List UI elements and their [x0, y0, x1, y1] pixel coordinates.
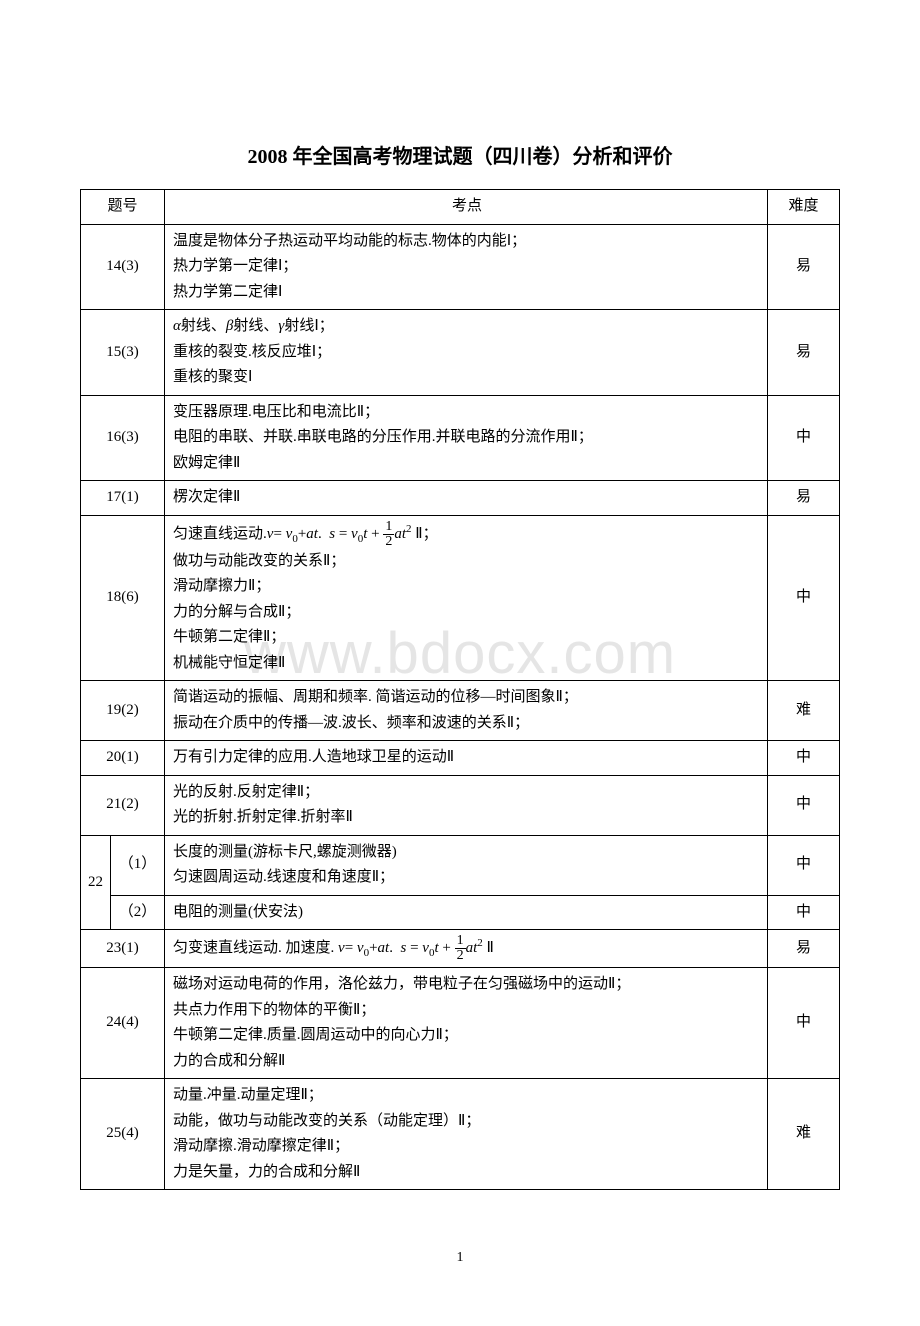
- cell-points: 楞次定律Ⅱ: [165, 481, 768, 516]
- cell-difficulty: 中: [768, 835, 840, 895]
- header-qnum: 题号: [81, 190, 165, 225]
- cell-difficulty: 中: [768, 515, 840, 681]
- cell-points: 动量.冲量.动量定理Ⅱ；动能，做功与动能改变的关系（动能定理）Ⅱ；滑动摩擦.滑动…: [165, 1079, 768, 1190]
- cell-difficulty: 难: [768, 681, 840, 741]
- cell-points: 简谐运动的振幅、周期和频率. 简谐运动的位移—时间图象Ⅱ；振动在介质中的传播—波…: [165, 681, 768, 741]
- cell-qnum: 15(3): [81, 310, 165, 396]
- page-number: 1: [80, 1250, 840, 1266]
- table-row: 20(1)万有引力定律的应用.人造地球卫星的运动Ⅱ中: [81, 741, 840, 776]
- cell-qnum: 23(1): [81, 930, 165, 968]
- cell-points: 电阻的测量(伏安法): [165, 895, 768, 930]
- cell-qnum: 14(3): [81, 224, 165, 310]
- cell-qnum-sub: （2）: [111, 895, 165, 930]
- header-points: 考点: [165, 190, 768, 225]
- cell-points: 匀速直线运动.v= v0+at. s = v0t + 12at2 Ⅱ；做功与动能…: [165, 515, 768, 681]
- cell-qnum: 19(2): [81, 681, 165, 741]
- cell-qnum: 21(2): [81, 775, 165, 835]
- table-row: 16(3)变压器原理.电压比和电流比Ⅱ；电阻的串联、并联.串联电路的分压作用.并…: [81, 395, 840, 481]
- table-row: 14(3)温度是物体分子热运动平均动能的标志.物体的内能Ⅰ；热力学第一定律Ⅰ；热…: [81, 224, 840, 310]
- cell-qnum-parent: 22: [81, 835, 111, 930]
- cell-qnum: 20(1): [81, 741, 165, 776]
- table-row: 22（1）长度的测量(游标卡尺,螺旋测微器)匀速圆周运动.线速度和角速度Ⅱ；中: [81, 835, 840, 895]
- cell-qnum: 16(3): [81, 395, 165, 481]
- cell-difficulty: 中: [768, 968, 840, 1079]
- cell-points: 光的反射.反射定律Ⅱ；光的折射.折射定律.折射率Ⅱ: [165, 775, 768, 835]
- cell-qnum: 18(6): [81, 515, 165, 681]
- table-row: 18(6)匀速直线运动.v= v0+at. s = v0t + 12at2 Ⅱ；…: [81, 515, 840, 681]
- cell-qnum-sub: （1）: [111, 835, 165, 895]
- cell-qnum: 17(1): [81, 481, 165, 516]
- table-row: （2）电阻的测量(伏安法)中: [81, 895, 840, 930]
- cell-difficulty: 中: [768, 741, 840, 776]
- cell-difficulty: 中: [768, 895, 840, 930]
- cell-points: 变压器原理.电压比和电流比Ⅱ；电阻的串联、并联.串联电路的分压作用.并联电路的分…: [165, 395, 768, 481]
- cell-qnum: 24(4): [81, 968, 165, 1079]
- header-difficulty: 难度: [768, 190, 840, 225]
- cell-difficulty: 易: [768, 930, 840, 968]
- cell-difficulty: 易: [768, 224, 840, 310]
- table-row: 24(4)磁场对运动电荷的作用，洛伦兹力，带电粒子在匀强磁场中的运动Ⅱ；共点力作…: [81, 968, 840, 1079]
- cell-points: 温度是物体分子热运动平均动能的标志.物体的内能Ⅰ；热力学第一定律Ⅰ；热力学第二定…: [165, 224, 768, 310]
- table-row: 25(4)动量.冲量.动量定理Ⅱ；动能，做功与动能改变的关系（动能定理）Ⅱ；滑动…: [81, 1079, 840, 1190]
- cell-points: α射线、β射线、γ射线Ⅰ；重核的裂变.核反应堆Ⅰ；重核的聚变Ⅰ: [165, 310, 768, 396]
- cell-points: 长度的测量(游标卡尺,螺旋测微器)匀速圆周运动.线速度和角速度Ⅱ；: [165, 835, 768, 895]
- cell-points: 万有引力定律的应用.人造地球卫星的运动Ⅱ: [165, 741, 768, 776]
- table-header-row: 题号 考点 难度: [81, 190, 840, 225]
- cell-difficulty: 易: [768, 481, 840, 516]
- table-row: 19(2)简谐运动的振幅、周期和频率. 简谐运动的位移—时间图象Ⅱ；振动在介质中…: [81, 681, 840, 741]
- cell-difficulty: 易: [768, 310, 840, 396]
- table-row: 23(1)匀变速直线运动. 加速度. v= v0+at. s = v0t + 1…: [81, 930, 840, 968]
- cell-points: 磁场对运动电荷的作用，洛伦兹力，带电粒子在匀强磁场中的运动Ⅱ；共点力作用下的物体…: [165, 968, 768, 1079]
- table-row: 17(1)楞次定律Ⅱ易: [81, 481, 840, 516]
- cell-qnum: 25(4): [81, 1079, 165, 1190]
- page-title: 2008 年全国高考物理试题（四川卷）分析和评价: [80, 140, 840, 169]
- cell-points: 匀变速直线运动. 加速度. v= v0+at. s = v0t + 12at2 …: [165, 930, 768, 968]
- table-row: 21(2)光的反射.反射定律Ⅱ；光的折射.折射定律.折射率Ⅱ中: [81, 775, 840, 835]
- cell-difficulty: 中: [768, 395, 840, 481]
- table-row: 15(3)α射线、β射线、γ射线Ⅰ；重核的裂变.核反应堆Ⅰ；重核的聚变Ⅰ易: [81, 310, 840, 396]
- cell-difficulty: 中: [768, 775, 840, 835]
- analysis-table: 题号 考点 难度 14(3)温度是物体分子热运动平均动能的标志.物体的内能Ⅰ；热…: [80, 189, 840, 1190]
- cell-difficulty: 难: [768, 1079, 840, 1190]
